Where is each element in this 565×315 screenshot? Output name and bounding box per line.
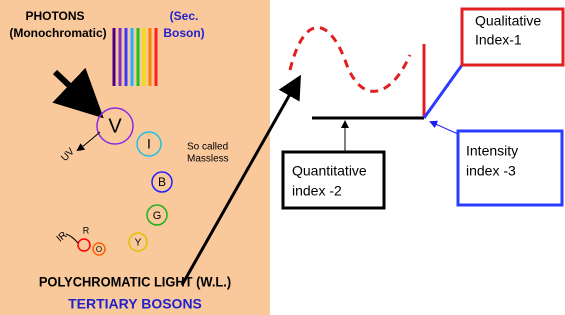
circle-label: G [153,210,162,222]
circle-label: R [83,225,90,235]
label: So called [187,142,228,153]
label: PHOTONS [25,9,84,23]
label: (Sec. [170,9,199,23]
box-label: Index-1 [475,32,522,48]
arrow [431,122,458,134]
title: TERTIARY BOSONS [68,296,202,312]
box-label: index -3 [466,163,516,179]
circle-label: B [158,175,166,189]
line [424,65,462,118]
title: POLYCHROMATIC LIGHT (W.L.) [39,274,231,290]
circle-label: V [108,115,122,137]
box-label: Quantitative [292,163,367,179]
box [283,152,384,208]
circle-label: O [96,245,102,254]
label: (Monochromatic) [9,26,106,40]
box-label: Intensity [466,143,518,159]
wave [290,28,410,92]
circle-label: I [147,136,151,152]
label: Boson) [163,26,204,40]
panel [0,0,270,315]
label: Massless [187,154,229,165]
box-label: index -2 [292,183,342,199]
circle-label: Y [135,238,142,249]
diagram: PHOTONS (Monochromatic) (Sec. Boson) V I… [0,0,565,315]
box-label: Qualitative [475,13,541,29]
